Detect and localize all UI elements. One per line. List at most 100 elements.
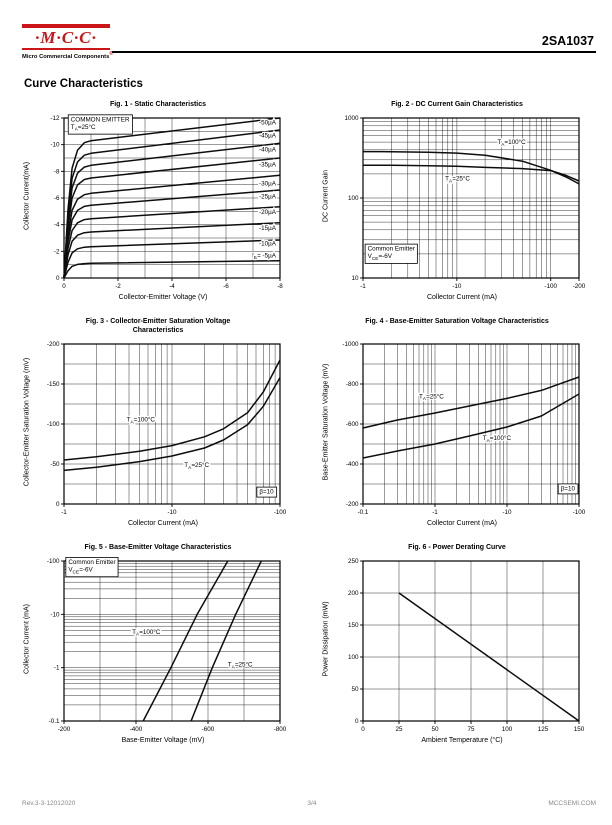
svg-text:-4: -4 (169, 283, 175, 290)
svg-text:125: 125 (538, 726, 549, 733)
figure-2-chart: -1 -10 -100 -200 10 100 1000 TA=100°C TA=25°C Com… (344, 115, 586, 290)
svg-text:-0.1: -0.1 (358, 509, 369, 516)
figure-4-x-axis-label: Collector Current (mA) (426, 520, 497, 527)
page-title: Curve Characteristics (24, 78, 143, 90)
svg-text:-25µA: -25µA (259, 194, 277, 201)
svg-text:TA=100°C: TA=100°C (483, 434, 512, 444)
svg-text:-100: -100 (47, 558, 60, 565)
figure-2-y-axis-label: DC Current Gain (322, 169, 330, 222)
figure-1-chart: 0 -2 -4 -6 -8 0 -2 -4 -6 -8 -10 -12 COMMON EMITTERTA… (50, 114, 283, 290)
figure-2-title-block: Fig. 2 - DC Current Gain Characteristics (319, 100, 595, 112)
svg-text:VCE=-6V: VCE=-6V (368, 253, 393, 262)
svg-text:TA=100°C: TA=100°C (497, 138, 526, 148)
svg-text:-1: -1 (54, 665, 60, 672)
logo-subtitle-text: Micro Commercial Components (22, 53, 110, 60)
svg-text:100: 100 (502, 726, 513, 733)
header-rule (112, 51, 596, 53)
svg-text:β=10: β=10 (259, 489, 274, 496)
figure-3-title-line2: Characteristics (132, 327, 184, 335)
svg-text:TA=100°C: TA=100°C (132, 628, 161, 638)
svg-text:-1: -1 (360, 283, 366, 290)
logo-top-bar (22, 24, 110, 28)
svg-text:0: 0 (355, 718, 359, 725)
figure-2-x-axis-label: Collector Current (mA) (426, 294, 497, 301)
svg-text:Common Emitter: Common Emitter (368, 246, 415, 253)
svg-text:-800: -800 (346, 381, 359, 388)
svg-text:-10µA: -10µA (259, 240, 277, 247)
svg-text:50: 50 (431, 726, 439, 733)
svg-text:50: 50 (351, 686, 359, 693)
figure-6-y-axis-label: Power Dissipation (mW) (322, 601, 330, 677)
svg-text:-6: -6 (223, 283, 229, 290)
svg-text:-200: -200 (573, 283, 586, 290)
svg-text:250: 250 (348, 558, 359, 565)
svg-text:25: 25 (395, 726, 403, 733)
svg-text:-2: -2 (115, 283, 121, 290)
svg-text:β=10: β=10 (561, 485, 576, 492)
svg-text:0: 0 (62, 283, 66, 290)
svg-text:-8: -8 (277, 283, 283, 290)
svg-text:-600: -600 (346, 421, 359, 428)
svg-text:-400: -400 (130, 726, 143, 733)
figure-5-x-axis-label: Base-Emitter Voltage (mV) (121, 737, 205, 744)
figures-grid: Fig. 1 - Static Characteristics Collecto… (0, 100, 612, 744)
figure-3-chart: -1 -10 -100 0 -50 -100 -150 -200 TA=100°C TA=25°C… (47, 341, 287, 516)
figure-6-body: Power Dissipation (mW) 0 25 50 75 100 125 150 0… (319, 555, 595, 737)
figure-6-x-axis-label: Ambient Temperature (°C) (421, 737, 503, 744)
svg-text:-100: -100 (573, 509, 586, 516)
figure-4-title: Fig. 4 - Base-Emitter Saturation Voltage… (365, 318, 549, 325)
mcc-logo: ·M·C·C· Micro Commercial Components® (22, 24, 113, 60)
figure-3-body: Collector-Emitter Saturation Voltage (mV… (20, 338, 296, 520)
figure-3-title-block: Fig. 3 - Collector-Emitter Saturation Vo… (20, 317, 296, 338)
logo-text: ·M·C·C· (35, 28, 97, 47)
figure-1-title: Fig. 1 - Static Characteristics (109, 101, 207, 108)
figure-6-title-block: Fig. 6 - Power Derating Curve (319, 543, 595, 555)
figure-4-y-axis-label: Base-Emitter Saturation Voltage (mV) (322, 363, 330, 481)
svg-text:-400: -400 (346, 461, 359, 468)
figure-5-body: Collector Current (mA) -200 -400 -600 -800-… (20, 555, 296, 737)
svg-text:150: 150 (574, 726, 585, 733)
svg-text:-10: -10 (167, 509, 177, 516)
svg-text:TA=25°C: TA=25°C (419, 392, 444, 402)
figure-6-power-derating: Fig. 6 - Power Derating Curve Power Diss… (319, 543, 595, 744)
figure-6-chart: 0 25 50 75 100 125 150 0 50 100 150 200 250 (348, 558, 585, 733)
svg-text:-10: -10 (50, 611, 60, 618)
figure-5-title: Fig. 5 - Base-Emitter Voltage Characteri… (84, 544, 232, 551)
svg-text:-1: -1 (61, 509, 67, 516)
figure-3-y-axis-label: Collector-Emitter Saturation Voltage (mV… (23, 357, 31, 486)
svg-text:200: 200 (348, 590, 359, 597)
svg-text:-50µA: -50µA (259, 120, 277, 127)
figure-4-chart: -0.1 -1 -10 -100 -200 -400 -600 -800 -1000 TA=25°… (342, 341, 586, 516)
logo-mid-bar (22, 47, 110, 50)
svg-text:-2: -2 (54, 248, 60, 255)
svg-text:-8: -8 (54, 168, 60, 175)
svg-text:-50: -50 (50, 461, 60, 468)
logo-subtitle: Micro Commercial Components® (22, 50, 113, 60)
part-number: 2SA1037 (541, 34, 594, 48)
svg-text:10: 10 (351, 275, 359, 282)
figure-4-body: Base-Emitter Saturation Voltage (mV) -0.… (319, 338, 595, 520)
svg-text:-100: -100 (274, 509, 287, 516)
svg-text:VCE=-6V: VCE=-6V (68, 566, 93, 575)
svg-text:-200: -200 (346, 501, 359, 508)
figure-3-title: Fig. 3 - Collector-Emitter Saturation Vo… (85, 318, 231, 325)
figure-1-body: Collector Current(mA) 0 -2 -4 -6 -8 0 -2 -4 -6 -8… (20, 112, 296, 294)
svg-text:75: 75 (467, 726, 475, 733)
figure-4-be-saturation-voltage: Fig. 4 - Base-Emitter Saturation Voltage… (319, 317, 595, 527)
svg-text:IB= -5µA: IB= -5µA (252, 252, 277, 261)
figure-1-static-characteristics: Fig. 1 - Static Characteristics Collecto… (20, 100, 296, 301)
svg-text:1000: 1000 (344, 115, 359, 122)
svg-text:-0.1: -0.1 (49, 718, 60, 725)
figure-2-body: DC Current Gain -1 -10 -100 -200 10 100 1000 TA… (319, 112, 595, 294)
svg-text:-10: -10 (50, 142, 60, 149)
svg-text:TA=25°C: TA=25°C (71, 123, 96, 133)
figure-1-title-block: Fig. 1 - Static Characteristics (20, 100, 296, 112)
svg-text:TA=25°C: TA=25°C (184, 461, 209, 471)
figure-1-x-axis-label: Collector-Emitter Voltage (V) (118, 294, 208, 301)
svg-text:100: 100 (348, 195, 359, 202)
figure-6-title: Fig. 6 - Power Derating Curve (408, 544, 506, 551)
figure-5-y-axis-label: Collector Current (mA) (23, 603, 31, 674)
svg-text:-600: -600 (202, 726, 215, 733)
registered-mark: ® (109, 50, 113, 57)
